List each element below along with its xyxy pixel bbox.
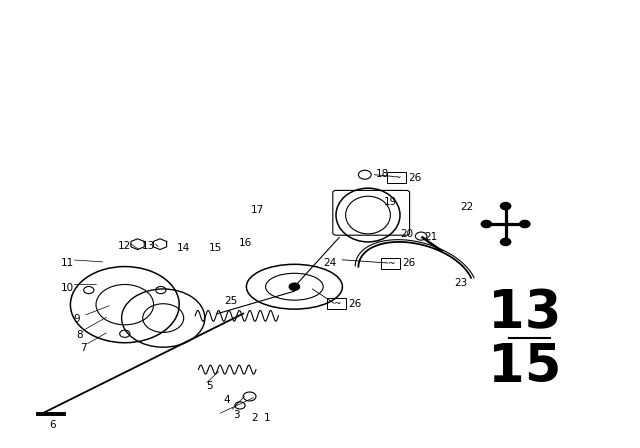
Text: 20: 20 — [401, 229, 413, 239]
Text: 26: 26 — [408, 173, 422, 183]
Text: 17: 17 — [252, 205, 264, 215]
Text: 3: 3 — [234, 410, 240, 420]
Text: 6: 6 — [49, 420, 56, 430]
Text: 9: 9 — [74, 314, 80, 324]
Text: 8: 8 — [77, 330, 83, 340]
Circle shape — [520, 220, 530, 228]
Text: 19: 19 — [384, 198, 397, 207]
Text: 2: 2 — [252, 413, 258, 422]
Text: 18: 18 — [376, 169, 389, 179]
Text: 7: 7 — [80, 343, 86, 353]
Text: 23: 23 — [454, 278, 467, 288]
Text: 13: 13 — [142, 241, 155, 250]
Text: 16: 16 — [239, 238, 252, 248]
Text: 13: 13 — [488, 288, 561, 340]
Text: ~: ~ — [387, 259, 394, 268]
Text: 25: 25 — [224, 296, 237, 306]
Circle shape — [500, 238, 511, 246]
Circle shape — [289, 283, 300, 290]
Text: ~: ~ — [393, 173, 401, 182]
Text: 14: 14 — [177, 243, 189, 253]
Text: 12: 12 — [118, 241, 131, 250]
Text: 1: 1 — [264, 413, 271, 422]
Text: 4: 4 — [223, 395, 230, 405]
Text: 15: 15 — [209, 243, 222, 253]
Text: 10: 10 — [61, 283, 74, 293]
Text: 11: 11 — [61, 258, 74, 268]
Text: 24: 24 — [323, 258, 336, 268]
Text: 22: 22 — [461, 202, 474, 212]
Text: 5: 5 — [207, 381, 213, 391]
Text: 15: 15 — [488, 341, 561, 393]
Text: 26: 26 — [348, 299, 362, 309]
Circle shape — [500, 202, 511, 210]
Text: 21: 21 — [425, 232, 438, 241]
Text: ~: ~ — [333, 299, 340, 308]
Circle shape — [481, 220, 492, 228]
Text: 26: 26 — [402, 258, 415, 268]
